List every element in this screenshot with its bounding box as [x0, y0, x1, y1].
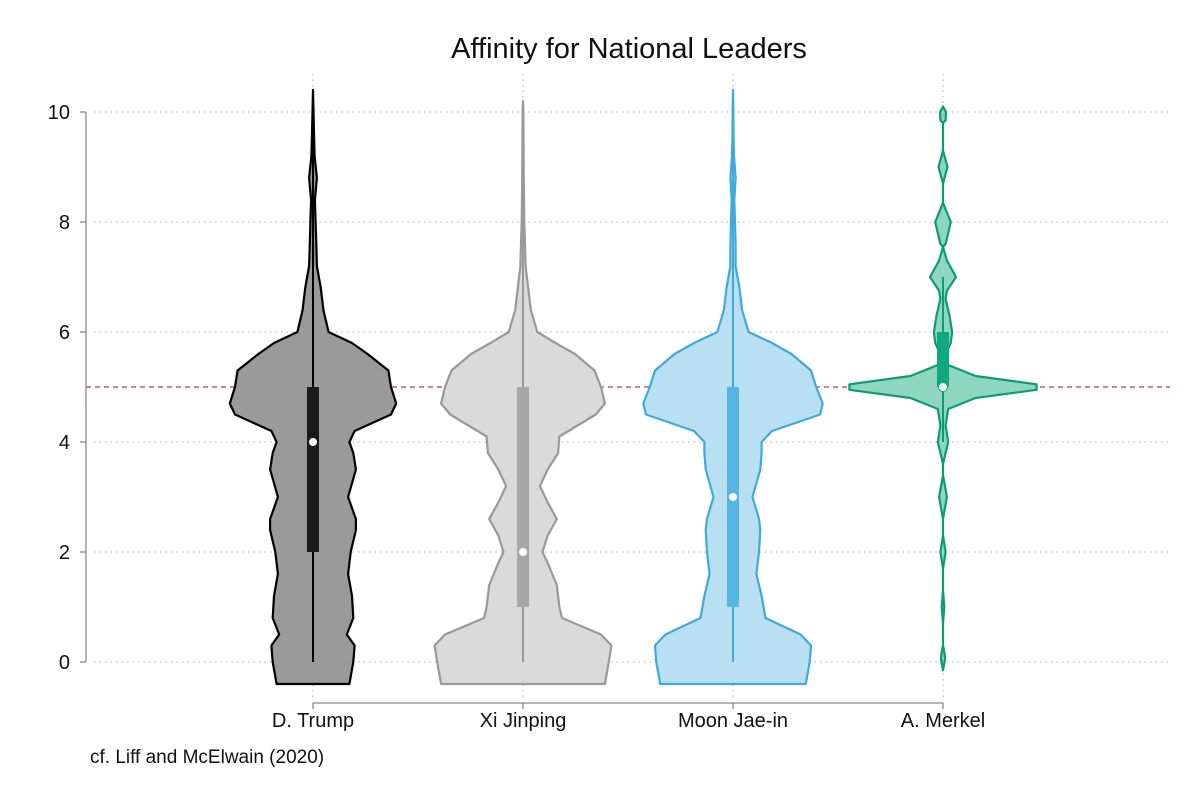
x-tick-label: Moon Jae-in — [678, 710, 788, 732]
y-tick-label: 10 — [48, 102, 70, 124]
x-tick-label: Xi Jinping — [480, 710, 567, 732]
y-tick-label: 8 — [59, 212, 70, 234]
median-marker — [518, 547, 528, 557]
violin-moon-jae-in — [642, 88, 824, 686]
chart-title: Affinity for National Leaders — [451, 33, 807, 65]
axes — [85, 112, 943, 704]
y-tick-label: 4 — [59, 432, 70, 454]
y-tick-label: 2 — [59, 542, 70, 564]
y-tick-label: 0 — [59, 652, 70, 674]
x-tick-label: D. Trump — [272, 710, 354, 732]
x-axis-labels: D. Trump Xi Jinping Moon Jae-in A. Merkel — [272, 703, 985, 732]
x-tick-label: A. Merkel — [901, 710, 985, 732]
median-marker — [308, 437, 318, 447]
violins — [228, 88, 1038, 686]
iqr-box — [937, 332, 949, 387]
median-marker — [938, 382, 948, 392]
y-tick-label: 6 — [59, 322, 70, 344]
y-axis-ticks: 0 2 4 6 8 10 — [48, 102, 86, 674]
grid-lines — [94, 74, 1170, 700]
violin-a-merkel — [848, 105, 1038, 672]
violin-d-trump — [228, 88, 398, 686]
violin-xi-jinping — [433, 99, 613, 686]
source-note: cf. Liff and McElwain (2020) — [90, 747, 324, 768]
median-marker — [728, 492, 738, 502]
iqr-box — [307, 387, 319, 552]
iqr-box — [517, 387, 529, 607]
